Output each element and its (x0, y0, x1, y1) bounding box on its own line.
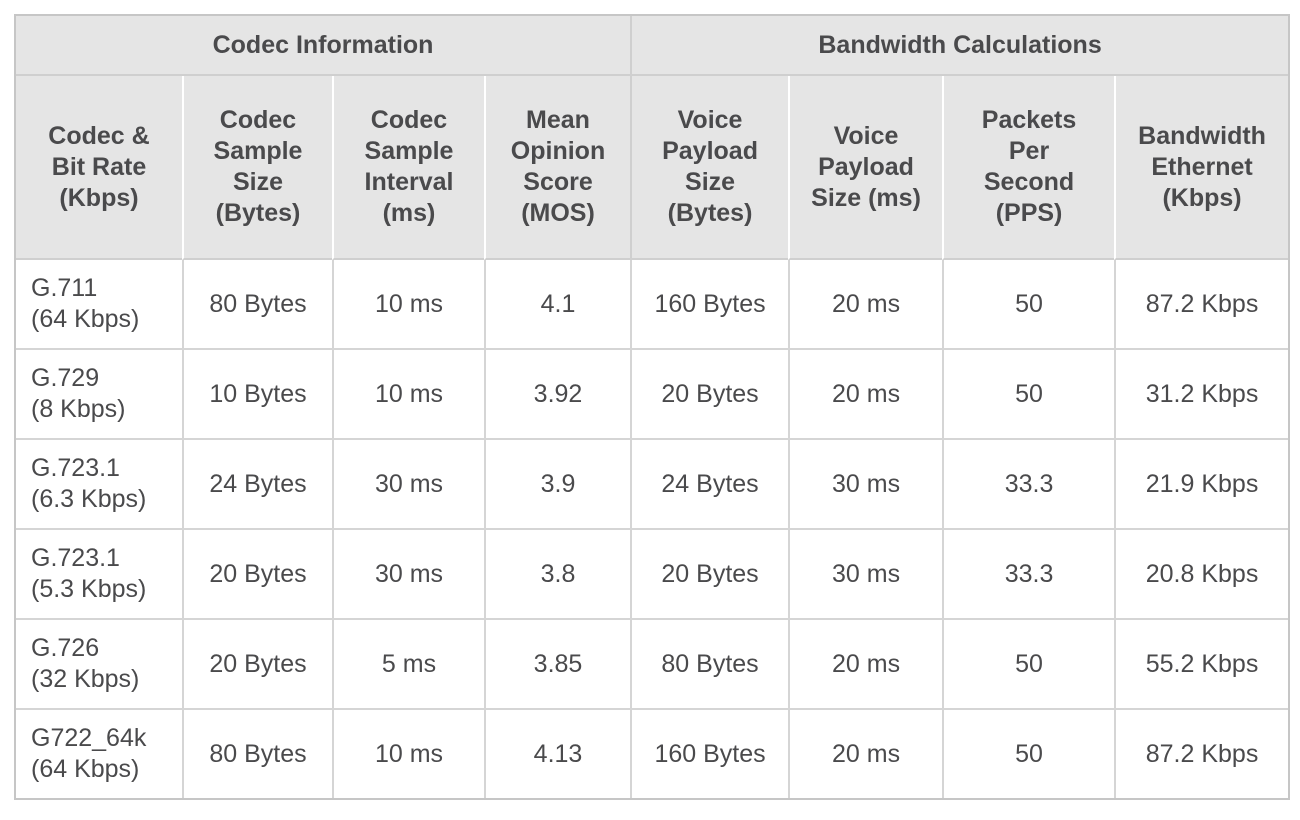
mos-cell: 3.9 (484, 440, 631, 530)
table-row-g722-64k: G722_64k (64 Kbps) 80 Bytes 10 ms 4.13 16… (16, 710, 1289, 798)
payload-bytes-cell: 20 Bytes (630, 530, 789, 620)
sample-size-cell: 20 Bytes (182, 620, 332, 710)
mos-cell: 4.1 (484, 260, 631, 350)
pps-cell: 50 (942, 710, 1115, 798)
sample-interval-cell: 10 ms (332, 710, 484, 798)
sample-size-cell: 10 Bytes (182, 350, 332, 440)
table-row-g7231-53: G.723.1 (5.3 Kbps) 20 Bytes 30 ms 3.8 20 … (16, 530, 1289, 620)
bandwidth-cell: 55.2 Kbps (1114, 620, 1289, 710)
column-header-label: Codec Sample Size (Bytes) (213, 106, 303, 227)
table-row-g729: G.729 (8 Kbps) 10 Bytes 10 ms 3.92 20 Byt… (16, 350, 1289, 440)
pps-cell: 50 (942, 350, 1115, 440)
payload-bytes-cell: 24 Bytes (630, 440, 789, 530)
bandwidth-cell: 87.2 Kbps (1114, 260, 1289, 350)
sample-size-cell: 24 Bytes (182, 440, 332, 530)
column-header-label: Voice Payload Size (ms) (811, 121, 921, 212)
mos-cell: 4.13 (484, 710, 631, 798)
column-header-codec-bit-rate: Codec & Bit Rate (Kbps) (16, 76, 182, 260)
mos-cell: 3.8 (484, 530, 631, 620)
codec-cell: G.723.1 (5.3 Kbps) (16, 530, 182, 620)
table-row-g711: G.711 (64 Kbps) 80 Bytes 10 ms 4.1 160 By… (16, 260, 1289, 350)
sample-interval-cell: 10 ms (332, 260, 484, 350)
codec-name: G.726 (31, 634, 100, 662)
payload-bytes-cell: 20 Bytes (630, 350, 789, 440)
group-header-label: Bandwidth Calculations (818, 30, 1102, 59)
payload-ms-cell: 30 ms (788, 530, 943, 620)
bandwidth-cell: 20.8 Kbps (1114, 530, 1289, 620)
payload-ms-cell: 20 ms (788, 710, 943, 798)
sample-interval-cell: 5 ms (332, 620, 484, 710)
sample-interval-cell: 30 ms (332, 440, 484, 530)
column-header-label: Packets Per Second (PPS) (981, 106, 1077, 227)
pps-cell: 33.3 (942, 530, 1115, 620)
sample-size-cell: 80 Bytes (182, 710, 332, 798)
column-header-label: Bandwidth Ethernet (Kbps) (1138, 121, 1266, 212)
group-header-row: Codec Information Bandwidth Calculations (16, 16, 1289, 76)
column-header-row: Codec & Bit Rate (Kbps) Codec Sample Siz… (16, 76, 1289, 260)
group-header-bandwidth-calculations: Bandwidth Calculations (630, 16, 1289, 76)
pps-cell: 50 (942, 620, 1115, 710)
bandwidth-cell: 21.9 Kbps (1114, 440, 1289, 530)
column-header-mos: Mean Opinion Score (MOS) (484, 76, 631, 260)
codec-cell: G.726 (32 Kbps) (16, 620, 182, 710)
sample-interval-cell: 10 ms (332, 350, 484, 440)
column-header-label: Voice Payload Size (Bytes) (662, 106, 758, 227)
payload-bytes-cell: 80 Bytes (630, 620, 789, 710)
column-header-label: Mean Opinion Score (MOS) (510, 106, 606, 227)
codec-bandwidth-table: Codec Information Bandwidth Calculations… (14, 14, 1291, 800)
codec-name: G.723.1 (31, 544, 120, 572)
codec-name: G722_64k (31, 724, 147, 752)
codec-name: G.729 (31, 364, 100, 392)
group-header-codec-information: Codec Information (16, 16, 631, 76)
codec-cell: G.729 (8 Kbps) (16, 350, 182, 440)
codec-name: G.711 (31, 274, 98, 302)
payload-ms-cell: 20 ms (788, 260, 943, 350)
codec-bitrate: (5.3 Kbps) (31, 575, 147, 603)
codec-cell: G.723.1 (6.3 Kbps) (16, 440, 182, 530)
column-header-voice-payload-bytes: Voice Payload Size (Bytes) (630, 76, 789, 260)
column-header-codec-sample-interval: Codec Sample Interval (ms) (332, 76, 484, 260)
mos-cell: 3.92 (484, 350, 631, 440)
column-header-label: Codec Sample Interval (ms) (364, 106, 454, 227)
mos-cell: 3.85 (484, 620, 631, 710)
payload-ms-cell: 20 ms (788, 350, 943, 440)
codec-cell: G722_64k (64 Kbps) (16, 710, 182, 798)
payload-ms-cell: 30 ms (788, 440, 943, 530)
codec-bitrate: (6.3 Kbps) (31, 485, 147, 513)
codec-cell: G.711 (64 Kbps) (16, 260, 182, 350)
codec-name: G.723.1 (31, 454, 120, 482)
payload-ms-cell: 20 ms (788, 620, 943, 710)
table-row-g7231-63: G.723.1 (6.3 Kbps) 24 Bytes 30 ms 3.9 24 … (16, 440, 1289, 530)
sample-interval-cell: 30 ms (332, 530, 484, 620)
bandwidth-cell: 31.2 Kbps (1114, 350, 1289, 440)
pps-cell: 50 (942, 260, 1115, 350)
sample-size-cell: 20 Bytes (182, 530, 332, 620)
column-header-bandwidth-ethernet: Bandwidth Ethernet (Kbps) (1114, 76, 1289, 260)
sample-size-cell: 80 Bytes (182, 260, 332, 350)
codec-bitrate: (32 Kbps) (31, 665, 140, 693)
table-row-g726: G.726 (32 Kbps) 20 Bytes 5 ms 3.85 80 Byt… (16, 620, 1289, 710)
column-header-label: Codec & Bit Rate (Kbps) (48, 121, 150, 212)
column-header-pps: Packets Per Second (PPS) (942, 76, 1115, 260)
payload-bytes-cell: 160 Bytes (630, 710, 789, 798)
codec-bitrate: (64 Kbps) (31, 755, 140, 783)
codec-table-container: Codec Information Bandwidth Calculations… (14, 14, 1291, 800)
bandwidth-cell: 87.2 Kbps (1114, 710, 1289, 798)
codec-bitrate: (8 Kbps) (31, 395, 126, 423)
group-header-label: Codec Information (212, 30, 434, 59)
column-header-codec-sample-size: Codec Sample Size (Bytes) (182, 76, 332, 260)
pps-cell: 33.3 (942, 440, 1115, 530)
column-header-voice-payload-ms: Voice Payload Size (ms) (788, 76, 943, 260)
codec-bitrate: (64 Kbps) (31, 305, 140, 333)
payload-bytes-cell: 160 Bytes (630, 260, 789, 350)
